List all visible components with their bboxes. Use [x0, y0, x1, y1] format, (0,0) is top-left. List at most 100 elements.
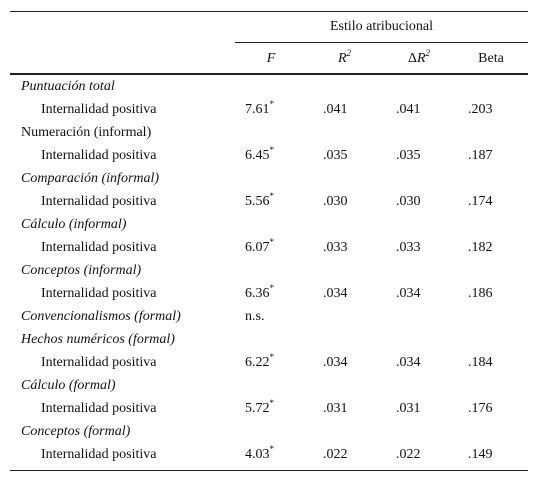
- cell-value: 7.61: [245, 102, 270, 117]
- table-cell: .149: [468, 445, 493, 465]
- significance-mark: *: [269, 145, 275, 155]
- table-cell: .184: [468, 353, 493, 373]
- significance-mark: *: [269, 398, 275, 408]
- cell-value: n.s.: [245, 309, 265, 324]
- column-header-sup: 2: [346, 48, 352, 58]
- cell-value: .030: [323, 194, 348, 209]
- table-cell: .030: [396, 192, 421, 212]
- cell-value: .031: [323, 401, 348, 416]
- table-cell: 5.72*: [245, 399, 274, 419]
- header-rule: [10, 73, 528, 75]
- cell-value: .187: [468, 148, 493, 163]
- group-label: Conceptos (formal): [21, 424, 131, 439]
- group-rule: [235, 42, 528, 43]
- group-label: Numeración (informal): [21, 125, 152, 140]
- table-cell: .203: [468, 100, 493, 120]
- column-header-text: F: [266, 51, 276, 66]
- table-cell: .182: [468, 238, 493, 258]
- row-label: Internalidad positiva: [41, 194, 157, 209]
- table-cell: .033: [396, 238, 421, 258]
- column-header-text: R: [337, 51, 347, 66]
- table-cell: .034: [323, 353, 348, 373]
- column-header-base: R: [416, 51, 426, 66]
- significance-mark: *: [269, 99, 275, 109]
- table-cell: 4.03*: [245, 445, 274, 465]
- cell-value: 5.56: [245, 194, 270, 209]
- table-cell: 5.56*: [245, 192, 274, 212]
- table-cell: 7.61*: [245, 100, 274, 120]
- column-header: R2: [322, 49, 367, 69]
- row-label: Internalidad positiva: [41, 286, 157, 301]
- group-label: Hechos numéricos (formal): [21, 332, 175, 347]
- table-cell: .041: [396, 100, 421, 120]
- column-header-sup: 2: [425, 48, 431, 58]
- cell-value: .174: [468, 194, 493, 209]
- cell-value: .033: [396, 240, 421, 255]
- cell-value: 6.45: [245, 148, 270, 163]
- row-label: Internalidad positiva: [41, 447, 157, 462]
- table-cell: .033: [323, 238, 348, 258]
- significance-mark: *: [269, 283, 275, 293]
- column-header: Beta: [470, 49, 512, 69]
- table-cell: n.s.: [245, 307, 264, 327]
- bottom-rule: [10, 470, 528, 471]
- cell-value: 5.72: [245, 401, 270, 416]
- table-cell: .035: [396, 146, 421, 166]
- significance-mark: *: [269, 191, 275, 201]
- table-cell: .034: [396, 284, 421, 304]
- cell-value: 6.07: [245, 240, 270, 255]
- cell-value: .186: [468, 286, 493, 301]
- cell-value: .041: [323, 102, 348, 117]
- cell-value: 6.36: [245, 286, 270, 301]
- table-cell: 6.45*: [245, 146, 274, 166]
- significance-mark: *: [269, 237, 275, 247]
- column-group-header: Estilo atribucional: [329, 19, 434, 34]
- cell-value: .041: [396, 102, 421, 117]
- group-label: Cálculo (formal): [21, 378, 116, 393]
- column-header: F: [247, 49, 295, 69]
- group-label: Cálculo (informal): [21, 217, 127, 232]
- group-label: Convencionalismos (formal): [21, 309, 181, 324]
- cell-value: .022: [396, 447, 421, 462]
- group-label: Conceptos (informal): [21, 263, 142, 278]
- column-header-text: Δ: [407, 51, 417, 66]
- table-cell: .041: [323, 100, 348, 120]
- table-cell: .034: [396, 353, 421, 373]
- cell-value: .184: [468, 355, 493, 370]
- cell-value: .203: [468, 102, 493, 117]
- table-cell: .174: [468, 192, 493, 212]
- row-label: Internalidad positiva: [41, 240, 157, 255]
- table-cell: 6.36*: [245, 284, 274, 304]
- cell-value: .030: [396, 194, 421, 209]
- cell-value: .031: [396, 401, 421, 416]
- cell-value: 4.03: [245, 447, 270, 462]
- table-cell: .031: [396, 399, 421, 419]
- cell-value: .035: [323, 148, 348, 163]
- cell-value: .176: [468, 401, 493, 416]
- significance-mark: *: [269, 444, 275, 454]
- table-cell: .035: [323, 146, 348, 166]
- column-header: ΔR2: [395, 49, 443, 69]
- cell-value: .149: [468, 447, 493, 462]
- table-cell: .187: [468, 146, 493, 166]
- group-label: Puntuación total: [21, 79, 115, 94]
- cell-value: .034: [323, 355, 348, 370]
- group-label: Comparación (informal): [21, 171, 160, 186]
- table-cell: .176: [468, 399, 493, 419]
- table-cell: .022: [323, 445, 348, 465]
- table-cell: .030: [323, 192, 348, 212]
- row-label: Internalidad positiva: [41, 401, 157, 416]
- row-label: Internalidad positiva: [41, 102, 157, 117]
- table-cell: 6.22*: [245, 353, 274, 373]
- cell-value: .034: [323, 286, 348, 301]
- cell-value: .034: [396, 286, 421, 301]
- top-rule: [10, 11, 528, 12]
- table-cell: .034: [323, 284, 348, 304]
- cell-value: .022: [323, 447, 348, 462]
- table-cell: .031: [323, 399, 348, 419]
- row-label: Internalidad positiva: [41, 148, 157, 163]
- row-label: Internalidad positiva: [41, 355, 157, 370]
- cell-value: .033: [323, 240, 348, 255]
- cell-value: .034: [396, 355, 421, 370]
